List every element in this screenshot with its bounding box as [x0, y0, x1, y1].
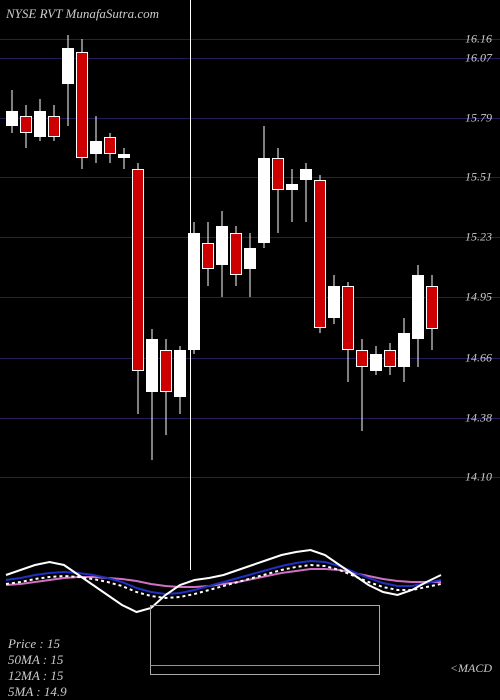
info-row: Price : 15	[8, 636, 492, 652]
info-row: 50MA : 15	[8, 652, 492, 668]
price-level-label: 16.07	[465, 51, 492, 66]
price-level-label: 14.38	[465, 410, 492, 425]
price-level-label: 16.16	[465, 32, 492, 47]
info-row: 5MA : 14.9	[8, 684, 492, 700]
price-level-label: 14.66	[465, 351, 492, 366]
info-panel: Price : 1550MA : 1512MA : 155MA : 14.9	[0, 630, 500, 700]
price-level-label: 15.51	[465, 170, 492, 185]
price-level-label: 15.79	[465, 110, 492, 125]
info-row: 12MA : 15	[8, 668, 492, 684]
price-level-label: 14.95	[465, 289, 492, 304]
price-level-label: 15.23	[465, 230, 492, 245]
candlestick-area	[0, 20, 435, 520]
price-level-label: 14.10	[465, 470, 492, 485]
stock-chart: NYSE RVT MunafaSutra.com 16.1616.0715.79…	[0, 0, 500, 700]
